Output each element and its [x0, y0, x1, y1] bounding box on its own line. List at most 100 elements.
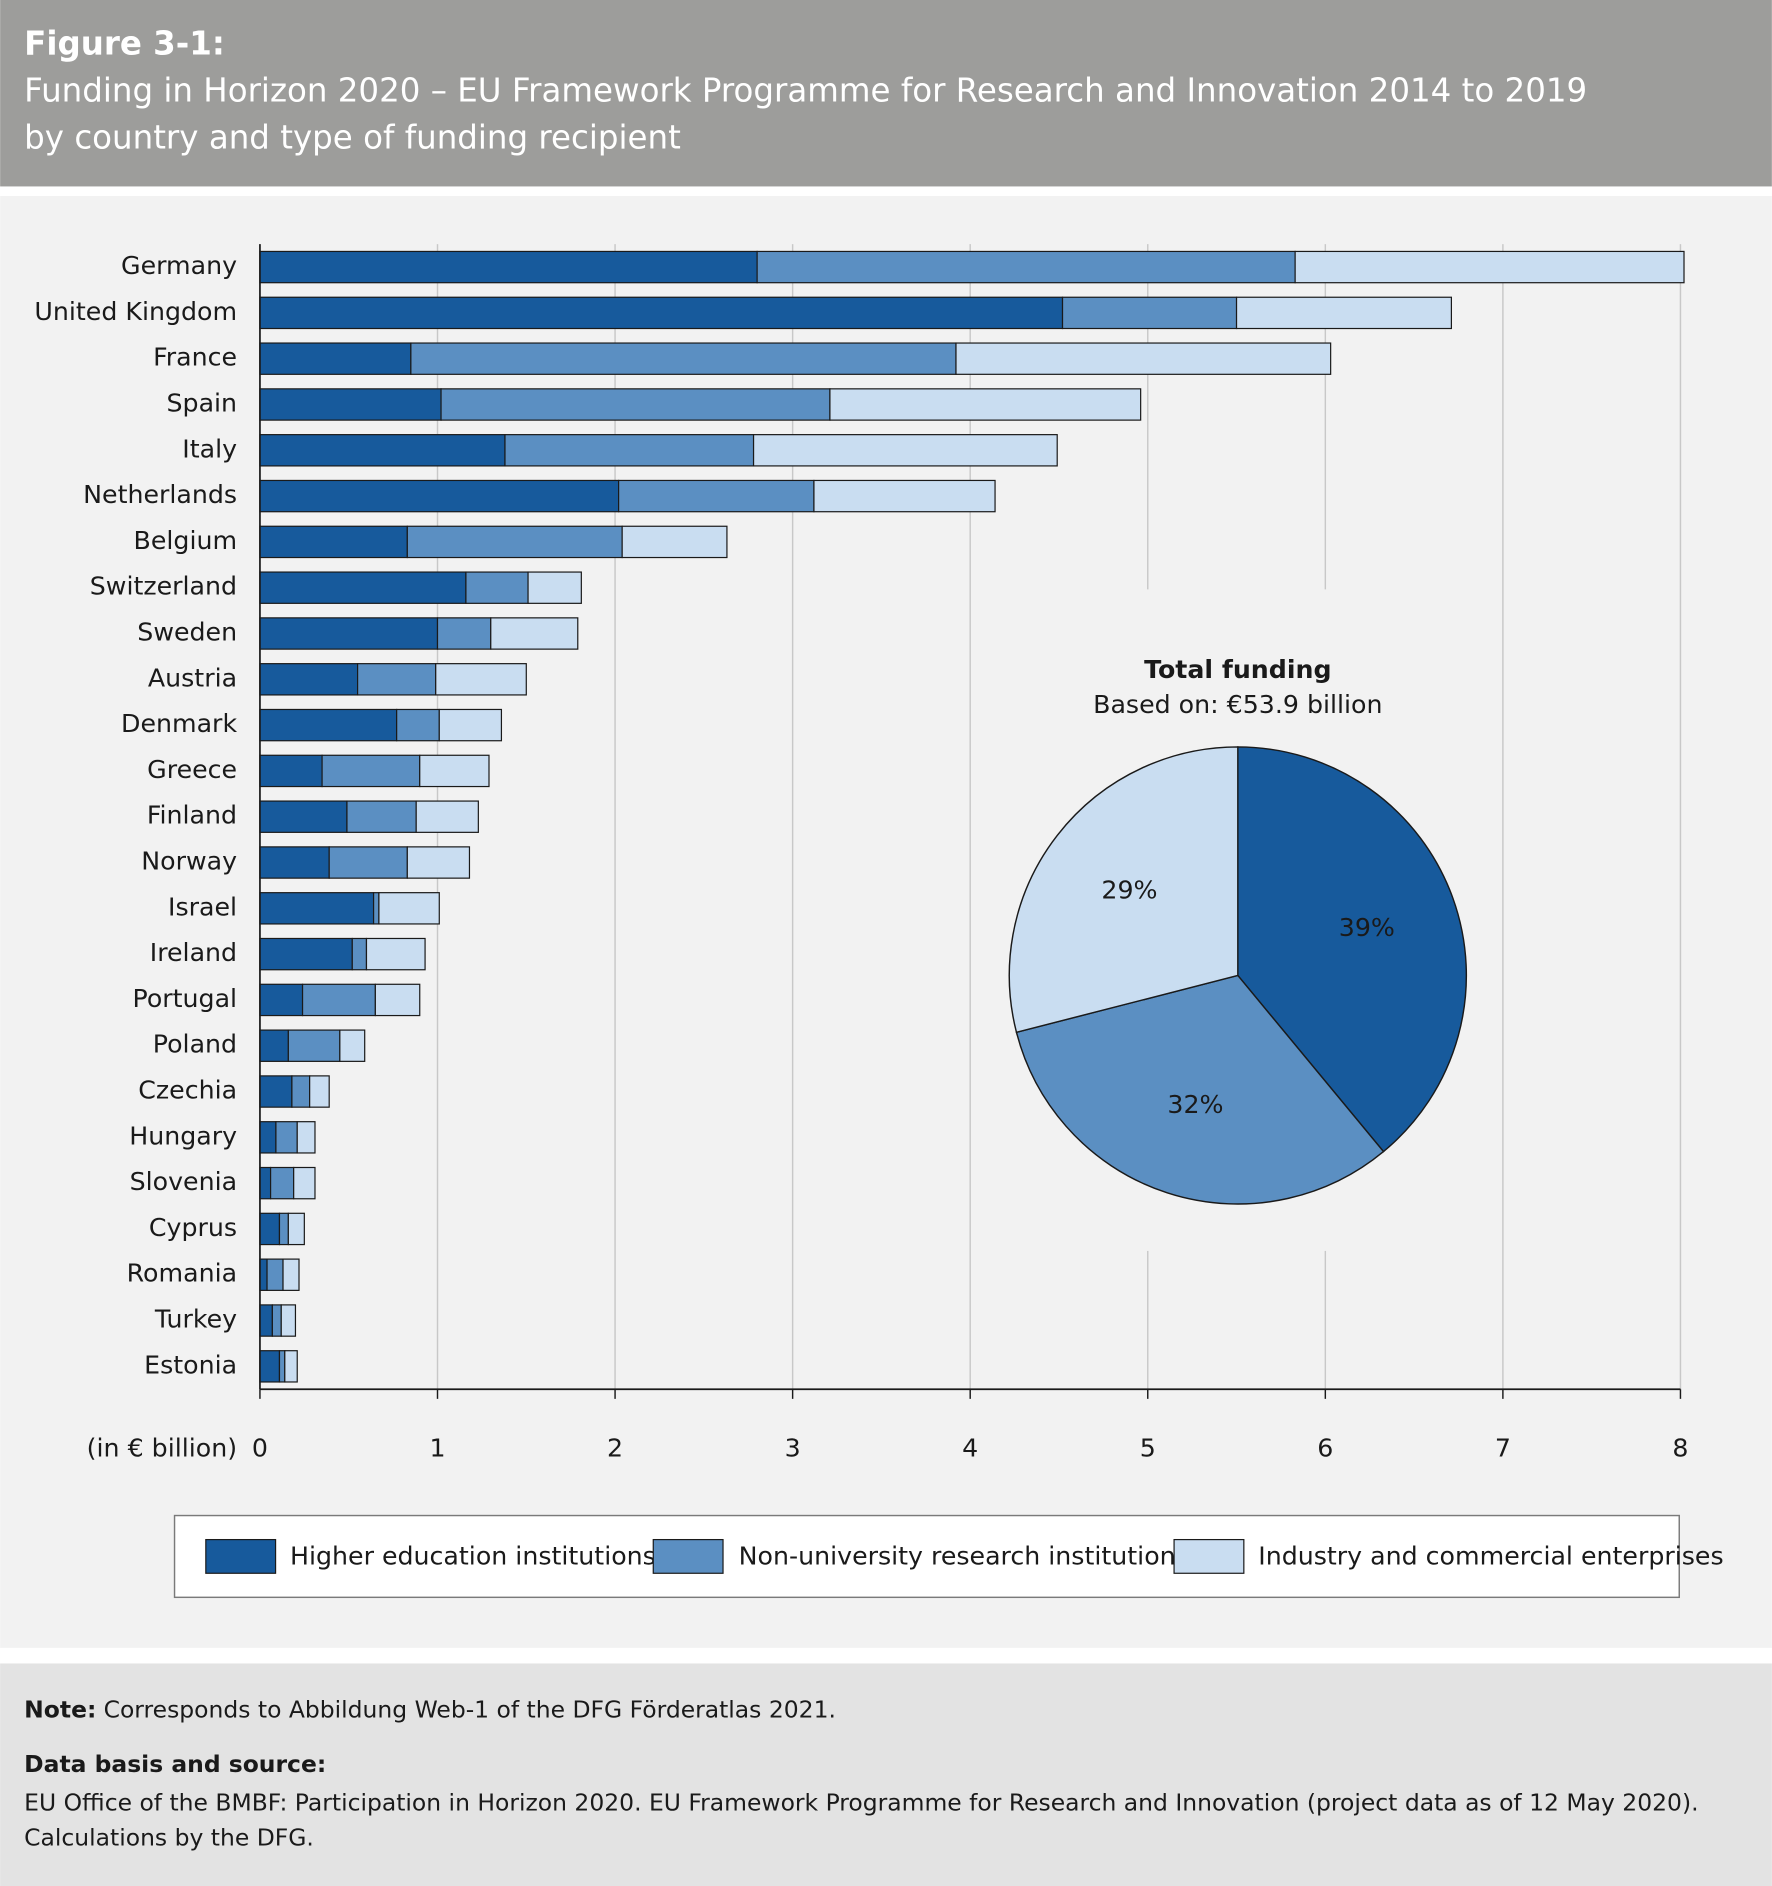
bar-segment	[440, 388, 831, 421]
bar-segment	[435, 663, 527, 696]
y-tick-label: United Kingdom	[34, 297, 237, 326]
bar-segment	[259, 1350, 281, 1383]
bar-segment	[419, 754, 490, 788]
bar-segment	[829, 388, 1142, 421]
bar-segment	[438, 708, 503, 742]
y-tick-label: Italy	[182, 434, 237, 463]
y-tick-label: Norway	[141, 847, 237, 876]
y-tick-label: Finland	[147, 801, 237, 830]
bar-segment	[293, 1166, 316, 1200]
note-label: Note:	[24, 1695, 96, 1723]
bar-segment	[259, 617, 439, 650]
bar-segment	[287, 1212, 305, 1246]
y-tick-label: Germany	[121, 251, 237, 280]
legend	[173, 1514, 1680, 1599]
bar-segment	[1235, 296, 1452, 330]
header-band	[0, 0, 1772, 187]
x-tick-label: 1	[429, 1433, 445, 1462]
x-tick-label: 6	[1317, 1433, 1333, 1462]
pie-label: 39%	[1339, 913, 1395, 942]
x-tick-label: 0	[252, 1433, 268, 1462]
legend-items: Higher education institutions Non-univers…	[205, 1538, 1724, 1574]
bar-segment	[365, 937, 426, 971]
y-tick-label: Austria	[148, 663, 237, 692]
figure-title: Funding in Horizon 2020 – EU Framework P…	[24, 72, 1587, 110]
bar-segment	[813, 479, 996, 513]
y-tick-label: Slovenia	[130, 1167, 237, 1196]
bar-segment	[756, 250, 1296, 284]
bar-segment	[259, 571, 467, 604]
bar-segment	[415, 800, 479, 833]
source-text: EU Office of the BMBF: Participation in …	[24, 1789, 1698, 1817]
bar-segment	[259, 388, 442, 421]
bar-segment	[309, 1075, 330, 1108]
y-tick-label: Israel	[168, 892, 237, 921]
bar-segment	[465, 571, 529, 604]
bar-segment	[287, 1029, 341, 1062]
x-tick-label: 5	[1140, 1433, 1156, 1462]
bar-segment	[259, 525, 408, 559]
bar-segment	[490, 617, 579, 650]
bar-segment	[275, 1121, 298, 1154]
bar-segment	[259, 342, 412, 375]
bar-segment	[259, 708, 398, 742]
bar-segment	[278, 1350, 286, 1383]
x-tick-label: 8	[1672, 1433, 1688, 1462]
x-tick-label: 4	[962, 1433, 978, 1462]
bar-segment	[291, 1075, 311, 1108]
bar-segment	[266, 1258, 284, 1291]
legend-label: Industry and commercial enterprises	[1258, 1542, 1723, 1571]
bar-segment	[1061, 296, 1238, 330]
bar-segment	[259, 1075, 293, 1108]
bar-segment	[396, 708, 440, 742]
x-tick-label: 3	[785, 1433, 801, 1462]
y-tick-label: Romania	[127, 1259, 237, 1288]
pie-title: Total funding	[1144, 655, 1332, 684]
bar-segment	[346, 800, 417, 833]
y-tick-label: Cyprus	[149, 1213, 237, 1242]
pie-chart: Total funding Based on: €53.9 billion 39% 3…	[1008, 655, 1468, 1205]
figure-label: Figure 3-1:	[24, 25, 225, 63]
notes-band	[0, 1663, 1772, 1886]
bar-segment	[752, 434, 1058, 467]
y-tick-label: Ireland	[150, 938, 237, 967]
legend-swatch	[652, 1538, 724, 1574]
legend-label: Higher education institutions	[290, 1542, 656, 1571]
bar-segment	[406, 525, 623, 559]
bar-segment	[259, 754, 323, 788]
bar-segment	[259, 1258, 268, 1291]
note: Note: Corresponds to Abbildung Web-1 of t…	[24, 1695, 836, 1723]
figure-title: by country and type of funding recipient	[24, 119, 681, 157]
y-tick-label: France	[153, 343, 237, 372]
bar-segment	[282, 1258, 300, 1291]
bar-segment	[339, 1029, 366, 1062]
bar-segment	[259, 434, 506, 467]
legend-swatch	[1173, 1538, 1245, 1574]
y-tick-label: Greece	[147, 755, 237, 784]
bar-segment	[618, 479, 815, 513]
bar-segment	[504, 434, 755, 467]
bar-segment	[259, 983, 304, 1017]
bar-segment	[259, 892, 375, 925]
bar-segment	[259, 846, 330, 879]
y-tick-label: Spain	[167, 388, 238, 417]
bar-segment	[259, 250, 758, 284]
bar-segment	[271, 1304, 282, 1337]
bar-segment	[259, 479, 620, 513]
bar-segment	[955, 342, 1332, 375]
bar-segment	[284, 1350, 298, 1383]
pie-label: 32%	[1167, 1090, 1223, 1119]
bar-segment	[328, 846, 408, 879]
bar-segment	[280, 1304, 297, 1337]
bar-segment	[301, 983, 376, 1017]
bar-segment	[410, 342, 957, 375]
y-tick-label: Switzerland	[90, 572, 237, 601]
pie-slice	[1015, 974, 1385, 1205]
y-tick-label: Turkey	[154, 1305, 237, 1334]
y-tick-label: Denmark	[121, 709, 237, 738]
x-tick-label: 2	[607, 1433, 623, 1462]
source-label: Data basis and source:	[24, 1750, 326, 1778]
bar-segment	[259, 663, 359, 696]
y-tick-label: Czechia	[138, 1076, 237, 1105]
bar-segment	[259, 800, 348, 833]
